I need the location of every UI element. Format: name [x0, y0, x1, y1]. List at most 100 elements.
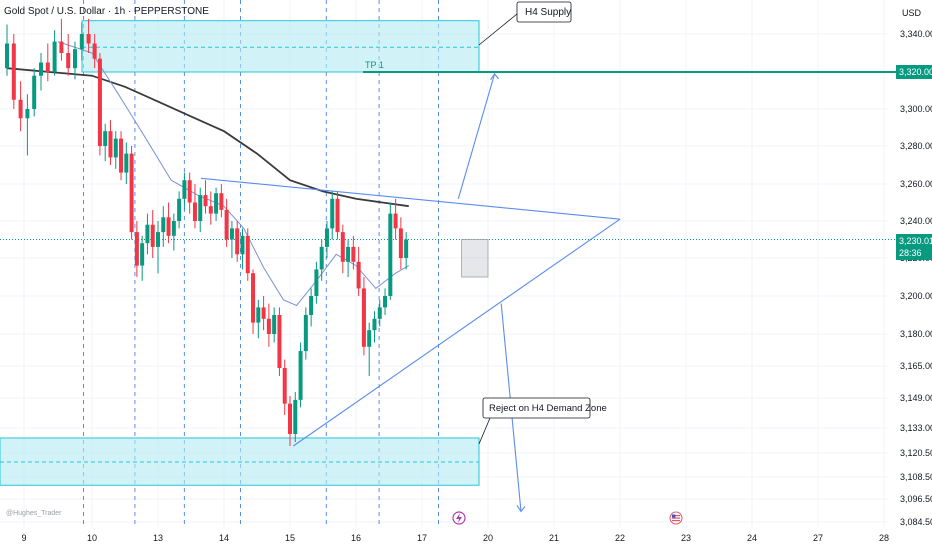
- candle-body: [330, 198, 335, 229]
- candle-body: [124, 153, 129, 173]
- candle-body: [361, 288, 366, 347]
- last-price-text: 3,230.01: [899, 236, 932, 246]
- candle-body: [108, 131, 113, 158]
- price-tick-label: 3,180.00: [900, 329, 932, 339]
- candle-body: [298, 351, 303, 400]
- candle-body: [372, 318, 377, 331]
- candle-body: [235, 228, 240, 255]
- price-tick-label: 3,133.00: [900, 423, 932, 433]
- candle-body: [377, 307, 382, 319]
- candle-body: [277, 315, 282, 368]
- reject-callout[interactable]: Reject on H4 Demand Zone: [482, 397, 607, 419]
- candle-body: [404, 239, 409, 258]
- candle-body: [309, 296, 314, 315]
- candle-body: [187, 180, 192, 203]
- candle-body: [282, 368, 287, 404]
- candle-body: [25, 109, 30, 119]
- candle-body: [393, 213, 398, 229]
- h4-supply-label: H4 Supply: [525, 7, 571, 18]
- candle-body: [356, 261, 361, 289]
- candle-body: [32, 75, 37, 109]
- candle-body: [73, 49, 77, 69]
- moving-average-long: [6, 67, 409, 208]
- candle-body: [113, 138, 118, 158]
- candle-body: [398, 228, 403, 258]
- price-tick-label: 3,200.00: [900, 291, 932, 301]
- time-tick-label: 17: [417, 533, 427, 543]
- candle-body: [11, 43, 16, 100]
- candle-body: [134, 232, 139, 266]
- candle-body: [256, 307, 261, 323]
- candle-body: [192, 202, 197, 221]
- candle-body: [314, 269, 319, 296]
- candle-body: [335, 198, 340, 233]
- candle-body: [171, 221, 176, 236]
- chart-title: Gold Spot / U.S. Dollar · 1h · PEPPERSTO…: [4, 6, 209, 17]
- price-tick-label: 3,240.00: [900, 216, 932, 226]
- time-tick-label: 15: [285, 533, 295, 543]
- candle-body: [214, 193, 219, 214]
- price-tick-label: 3,340.00: [900, 29, 932, 39]
- reject-label: Reject on H4 Demand Zone: [489, 403, 607, 414]
- projection-up-arrowhead: [490, 72, 500, 81]
- candle-body: [383, 296, 388, 308]
- us-flag-event-icon[interactable]: [669, 511, 683, 525]
- time-tick-label: 16: [351, 533, 361, 543]
- candle-body: [203, 195, 208, 207]
- time-axis[interactable]: 9 10 13 14 15 16 17 20 21 22 23 24 27 28: [21, 533, 889, 543]
- candle-body: [119, 138, 124, 173]
- candle-body: [145, 224, 150, 244]
- candle-body: [319, 246, 324, 270]
- projection-down-arrowhead: [516, 505, 526, 513]
- watermark: @Hughes_Trader: [6, 510, 62, 517]
- time-tick-label: 28: [879, 533, 889, 543]
- candle-body: [45, 62, 50, 72]
- candle-body: [166, 217, 171, 236]
- candle-body: [272, 315, 277, 334]
- h4-supply-callout[interactable]: H4 Supply: [516, 1, 572, 23]
- h4-supply-zone: [81, 20, 480, 73]
- current-range-box: [461, 239, 489, 278]
- candle-body: [140, 243, 145, 266]
- candle-body: [324, 228, 329, 247]
- candle-body: [79, 34, 84, 50]
- candle-body: [303, 315, 308, 352]
- candle-body: [66, 53, 71, 69]
- candle-body: [240, 235, 245, 255]
- candle-body: [92, 43, 97, 59]
- zones: [0, 20, 480, 486]
- time-tick-label: 9: [21, 533, 26, 543]
- candle-body: [219, 193, 224, 210]
- price-tick-label: 3,300.00: [900, 104, 932, 114]
- time-tick-label: 21: [549, 533, 559, 543]
- candle-body: [224, 209, 229, 240]
- candle-body: [208, 206, 213, 214]
- lightning-event-icon[interactable]: [452, 511, 466, 525]
- candle-body: [288, 403, 292, 434]
- candle-body: [39, 62, 43, 76]
- price-tick-label: 3,165.00: [900, 361, 932, 371]
- time-tick-label: 20: [483, 533, 493, 543]
- tp-price-badge: 3,320.00: [896, 65, 932, 79]
- price-tick-label: 3,084.50: [900, 517, 932, 527]
- projection-up-arrow: [457, 73, 496, 199]
- reject-callout-connector: [478, 417, 491, 445]
- candle-body: [198, 195, 203, 221]
- candle-body: [346, 246, 351, 262]
- countdown-text: 28:36: [899, 248, 922, 258]
- candle-body: [351, 246, 356, 262]
- candles: [5, 18, 409, 446]
- candle-body: [129, 153, 134, 233]
- tp1-label: TP 1: [365, 60, 384, 70]
- candle-body: [156, 232, 160, 247]
- price-tick-label: 3,260.00: [900, 179, 932, 189]
- currency-label: USD: [902, 8, 922, 18]
- candle-body: [52, 41, 57, 72]
- candle-body: [293, 399, 298, 434]
- supply-callout-connector: [478, 13, 518, 46]
- candle-body: [97, 58, 102, 147]
- time-tick-label: 27: [813, 533, 823, 543]
- price-tick-label: 3,108.50: [900, 472, 932, 482]
- moving-average-short: [57, 41, 410, 307]
